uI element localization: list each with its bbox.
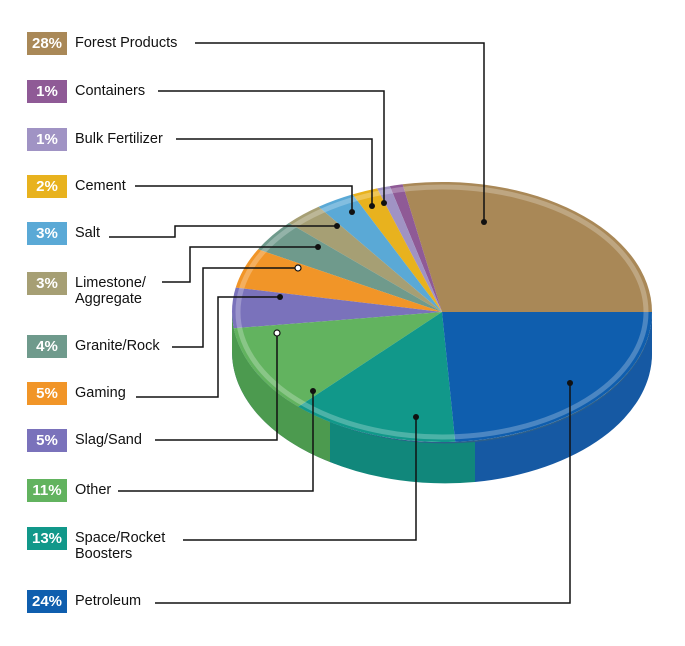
legend-item-containers: 1% Containers [27,80,145,103]
legend-badge: 28% [27,32,67,55]
legend-label: Forest Products [75,35,178,51]
pie-slice [389,184,442,312]
legend-badge: 1% [27,80,67,103]
legend-item-other: 11% Other [27,479,111,502]
legend-label: Cement [75,178,126,194]
legend-label: Salt [75,225,100,241]
legend-badge: 5% [27,429,67,452]
legend-item-space-rocket-boosters: 13% Space/Rocket Boosters [27,527,165,562]
pie-slice [352,188,442,312]
pie-slice [232,287,442,329]
legend-item-gaming: 5% Gaming [27,382,126,405]
legend-badge: 3% [27,222,67,245]
legend-item-limestone-aggregate: 3% Limestone/ Aggregate [27,272,146,307]
legend-item-petroleum: 24% Petroleum [27,590,141,613]
pie-slice [298,312,456,442]
legend-badge: 2% [27,175,67,198]
legend-item-slag-sand: 5% Slag/Sand [27,429,142,452]
legend-item-forest-products: 28% Forest Products [27,32,177,55]
legend-badge: 11% [27,479,67,502]
legend-badge: 4% [27,335,67,358]
legend-label: Petroleum [75,593,142,609]
legend-label: Other [75,482,112,498]
legend-label: Granite/Rock [75,338,160,354]
legend-item-bulk-fertilizer: 1% Bulk Fertilizer [27,128,163,151]
pie-slice [288,206,442,312]
legend-item-granite-rock: 4% Granite/Rock [27,335,160,358]
legend-badge: 13% [27,527,67,550]
pie-slice [235,249,442,312]
pie-slice [233,312,442,407]
legend-item-salt: 3% Salt [27,222,100,245]
pie-top [232,181,652,442]
legend-item-cement: 2% Cement [27,175,126,198]
leader-lines [109,42,571,604]
leader-dots [273,200,573,420]
pie-side [231,312,653,484]
pie-slice [442,312,652,442]
legend-badge: 3% [27,272,67,295]
pie-slice [258,223,442,312]
pie-slice [318,194,442,312]
legend-label: Containers [75,83,146,99]
pie-slice [402,181,652,312]
legend-badge: 5% [27,382,67,405]
legend-badge: 24% [27,590,67,613]
pie-slice [377,186,442,312]
legend-badge: 1% [27,128,67,151]
legend-label: Slag/Sand [75,432,142,448]
legend-label: Gaming [75,385,126,401]
legend-label: Limestone/ Aggregate [75,275,146,307]
legend-label: Bulk Fertilizer [75,131,163,147]
legend-label: Space/Rocket Boosters [75,530,166,562]
